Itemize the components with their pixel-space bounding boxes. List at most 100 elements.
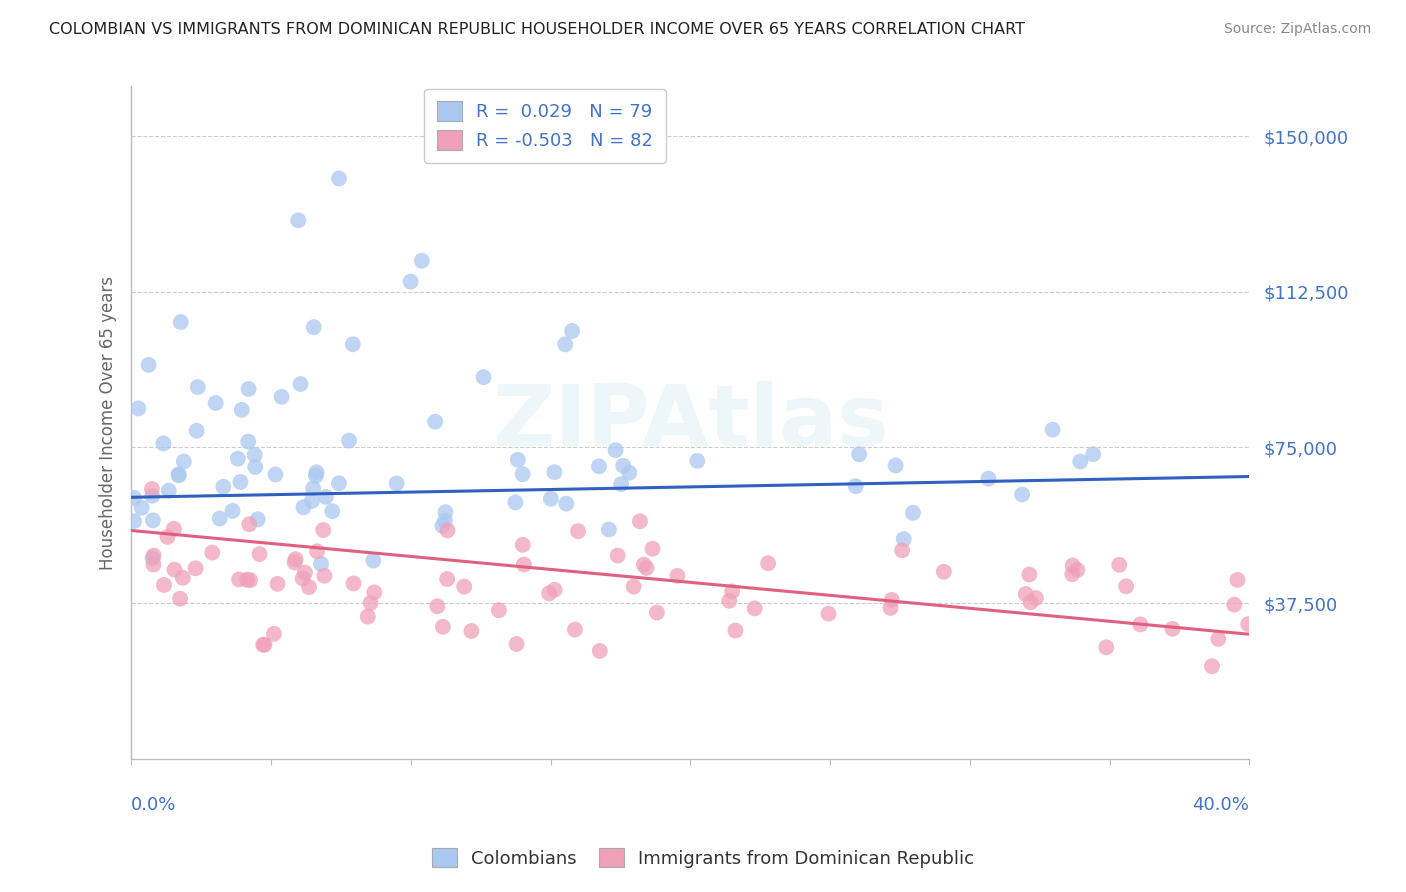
Point (724, 624, 747, 638)
Point (433, 514, 456, 528)
Point (284, 552, 307, 566)
Point (1025, 591, 1047, 606)
Point (229, 475, 252, 489)
Point (228, 573, 250, 587)
Point (163, 522, 186, 536)
Point (307, 544, 329, 558)
Point (884, 458, 907, 473)
Point (246, 512, 269, 526)
Point (891, 543, 914, 558)
Point (290, 377, 312, 392)
Point (153, 578, 176, 592)
Point (131, 500, 153, 515)
Point (142, 558, 165, 572)
Point (236, 573, 259, 587)
Point (360, 596, 382, 610)
Point (612, 458, 634, 473)
Point (893, 532, 915, 546)
Point (845, 479, 868, 493)
Point (554, 337, 576, 351)
Point (312, 523, 335, 537)
Text: COLOMBIAN VS IMMIGRANTS FROM DOMINICAN REPUBLIC HOUSEHOLDER INCOME OVER 65 YEARS: COLOMBIAN VS IMMIGRANTS FROM DOMINICAN R… (49, 22, 1025, 37)
Text: 40.0%: 40.0% (1192, 796, 1250, 814)
Point (238, 517, 260, 532)
Point (686, 454, 709, 468)
Point (567, 524, 589, 538)
Point (628, 514, 651, 528)
Point (238, 382, 260, 396)
Point (512, 467, 534, 482)
Point (253, 638, 276, 652)
Point (666, 569, 689, 583)
Point (718, 593, 741, 607)
Point (226, 451, 249, 466)
Point (1208, 632, 1230, 646)
Point (1129, 617, 1152, 632)
Point (1062, 567, 1084, 582)
Point (263, 627, 285, 641)
Point (167, 467, 190, 482)
Point (363, 553, 385, 567)
Point (880, 593, 903, 607)
Point (744, 601, 766, 615)
Point (152, 436, 174, 450)
Point (1019, 595, 1042, 609)
Point (231, 403, 253, 417)
Point (543, 582, 565, 597)
Point (432, 620, 454, 634)
Point (328, 476, 350, 491)
Point (298, 580, 321, 594)
Point (901, 506, 924, 520)
Point (363, 585, 385, 599)
Point (1223, 598, 1246, 612)
Point (641, 541, 664, 556)
Point (1011, 487, 1033, 501)
Point (141, 489, 163, 503)
Point (561, 324, 583, 338)
Point (879, 601, 901, 615)
Point (506, 452, 529, 467)
Point (543, 465, 565, 479)
Point (302, 482, 325, 496)
Point (645, 606, 668, 620)
Point (142, 549, 165, 563)
Point (1201, 659, 1223, 673)
Point (321, 504, 343, 518)
Point (721, 584, 744, 599)
Point (1161, 622, 1184, 636)
Y-axis label: Householder Income Over 65 years: Householder Income Over 65 years (100, 276, 117, 570)
Point (292, 500, 315, 515)
Point (932, 565, 955, 579)
Point (301, 494, 323, 508)
Point (538, 586, 561, 600)
Point (201, 545, 224, 559)
Point (436, 572, 458, 586)
Point (221, 504, 243, 518)
Point (141, 482, 163, 496)
Point (555, 497, 578, 511)
Legend: Colombians, Immigrants from Dominican Republic: Colombians, Immigrants from Dominican Re… (420, 837, 986, 879)
Point (337, 434, 360, 448)
Point (173, 454, 195, 468)
Point (540, 491, 562, 506)
Point (122, 491, 145, 505)
Point (122, 514, 145, 528)
Point (127, 401, 149, 416)
Point (453, 580, 475, 594)
Point (411, 253, 433, 268)
Point (266, 577, 288, 591)
Point (157, 483, 180, 498)
Point (633, 558, 655, 572)
Point (170, 315, 193, 329)
Point (848, 447, 870, 461)
Point (636, 561, 658, 575)
Point (138, 358, 160, 372)
Point (252, 638, 274, 652)
Point (302, 320, 325, 334)
Point (284, 556, 307, 570)
Point (513, 558, 536, 572)
Point (1015, 587, 1038, 601)
Point (1066, 563, 1088, 577)
Point (589, 644, 612, 658)
Point (167, 468, 190, 483)
